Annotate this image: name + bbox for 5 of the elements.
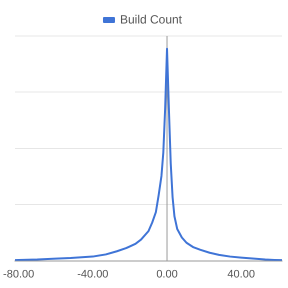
x-tick-label: 0.00 xyxy=(156,268,178,280)
x-tick-label: 40.00 xyxy=(227,268,255,280)
x-tick-label: -80.00 xyxy=(3,268,34,280)
x-tick-label: -40.00 xyxy=(77,268,108,280)
legend-label: Build Count xyxy=(120,12,183,26)
